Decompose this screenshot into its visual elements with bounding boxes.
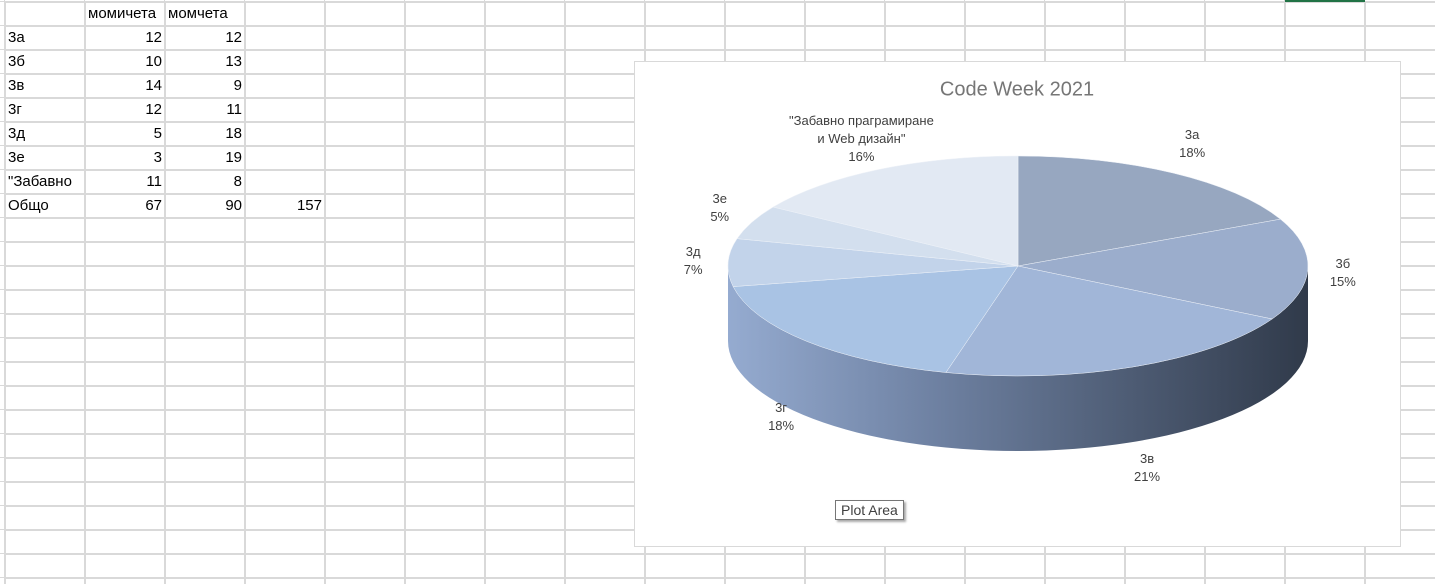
pie-slice xyxy=(727,238,1019,287)
pie-slice xyxy=(1017,155,1281,267)
data-label-category: 3в xyxy=(1139,450,1155,466)
cell[interactable]: 12 xyxy=(145,29,162,46)
data-label-value: 5% xyxy=(710,209,730,225)
data-label: "Забавно прагрaмиране и Web дизайн" 16% xyxy=(786,112,936,166)
data-label-category: 3а xyxy=(1184,126,1200,142)
pie-side xyxy=(728,266,1308,451)
cell[interactable]: 3в xyxy=(8,77,25,94)
data-label-value: 15% xyxy=(1329,273,1356,289)
cell[interactable]: 5 xyxy=(153,125,162,142)
data-label-category: 3б xyxy=(1335,255,1351,271)
cell[interactable]: 8 xyxy=(233,173,242,190)
tooltip: Plot Area xyxy=(835,500,904,520)
data-label: 3б 15% xyxy=(1268,255,1418,291)
selection-marker xyxy=(1285,0,1365,2)
data-label: 3в 21% xyxy=(1072,450,1222,486)
cell[interactable]: момичета xyxy=(88,5,157,22)
cell[interactable]: 3е xyxy=(8,149,25,166)
cell[interactable]: 9 xyxy=(233,77,242,94)
cell[interactable]: Общо xyxy=(8,197,49,214)
cell[interactable]: 157 xyxy=(296,197,322,214)
chart[interactable]: Code Week 2021 3а 18% 3б 15% 3в 21% 3г 18% 3д 7% 3… xyxy=(634,61,1401,547)
chart-title: Code Week 2021 xyxy=(940,78,1094,100)
data-label: 3д 7% xyxy=(618,243,768,279)
cell[interactable]: 12 xyxy=(145,101,162,118)
pie-slice xyxy=(945,265,1273,377)
data-label-value: 21% xyxy=(1134,468,1161,484)
cell[interactable]: 14 xyxy=(145,77,162,94)
cell[interactable]: 3б xyxy=(8,53,25,70)
data-label-category: 3г xyxy=(775,399,788,415)
cell[interactable]: 11 xyxy=(226,101,242,118)
data-label-category: "Забавно прагрaмиране и Web дизайн" xyxy=(789,112,934,146)
cell[interactable]: момчета xyxy=(168,5,228,22)
cell[interactable]: 13 xyxy=(225,53,242,70)
cell[interactable]: 12 xyxy=(225,29,242,46)
pie-slice xyxy=(732,265,1019,373)
cell[interactable]: 90 xyxy=(225,197,242,214)
data-label-value: 18% xyxy=(1179,144,1206,160)
cell[interactable]: 3д xyxy=(8,125,26,142)
pie-slice xyxy=(1017,218,1309,320)
cell[interactable]: 3г xyxy=(8,101,22,118)
cell[interactable]: 11 xyxy=(146,173,162,190)
data-label-value: 16% xyxy=(848,148,875,164)
cell[interactable]: 19 xyxy=(225,149,242,166)
pie-slice xyxy=(772,155,1019,267)
data-label-value: 7% xyxy=(683,262,703,278)
cell[interactable]: 3а xyxy=(8,29,25,46)
chart-canvas: Code Week 2021 xyxy=(727,78,1309,451)
data-label-value: 18% xyxy=(768,417,795,433)
data-label: 3е 5% xyxy=(645,190,795,226)
cell[interactable]: 18 xyxy=(225,125,242,142)
cell[interactable]: 3 xyxy=(153,149,162,166)
cell[interactable]: 10 xyxy=(145,53,162,70)
data-label: 3а 18% xyxy=(1117,126,1267,162)
cell[interactable]: 67 xyxy=(145,197,162,214)
data-label: 3г 18% xyxy=(706,399,856,435)
data-label-category: 3е xyxy=(712,191,727,207)
data-label-category: 3д xyxy=(685,244,701,260)
cell[interactable]: "Забавно xyxy=(8,173,72,190)
